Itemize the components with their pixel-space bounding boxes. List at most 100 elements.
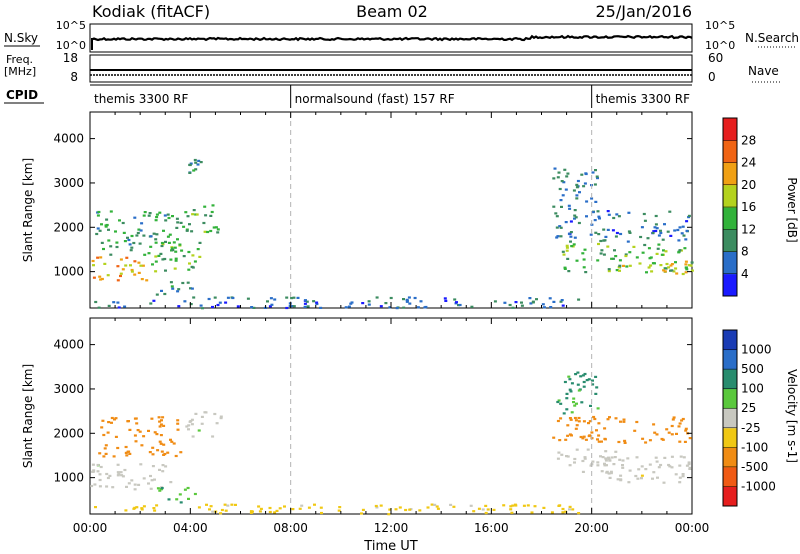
range-gate-cell [559, 300, 563, 303]
y-tick-label: 2000 [53, 426, 84, 440]
range-gate-cell [576, 179, 580, 183]
range-gate-cell [98, 275, 102, 278]
range-gate-cell [566, 172, 570, 175]
range-gate-cell [163, 292, 167, 296]
range-gate-cell [257, 505, 261, 508]
range-gate-cell [164, 240, 167, 243]
range-gate-cell [674, 261, 677, 264]
range-gate-cell [142, 214, 146, 217]
range-gate-cell [608, 459, 612, 462]
range-gate-cell [592, 415, 596, 419]
range-gate-cell [552, 436, 556, 439]
velocity-colorbar-step [723, 369, 737, 390]
velocity-ylabel: Slant Range [km] [21, 364, 35, 468]
range-gate-cell [306, 305, 310, 308]
range-gate-cell [444, 299, 448, 302]
range-gate-cell [530, 511, 534, 514]
power-colorbar-step [723, 207, 737, 230]
range-gate-cell [594, 392, 598, 395]
range-gate-cell [157, 416, 161, 419]
velocity-colorbar: Velocity [m s-1] -1000 -500 -100 -25 25 100 50… [722, 329, 799, 507]
range-gate-cell [599, 252, 603, 255]
range-gate-cell [561, 250, 565, 253]
range-gate-cell [647, 247, 651, 250]
range-gate-cell [554, 212, 558, 215]
range-gate-cell [196, 248, 200, 251]
range-gate-cell [604, 235, 608, 238]
range-gate-cell [176, 238, 179, 241]
range-gate-cell [637, 468, 641, 471]
power-colorbar: Power [dB] 4 8 12 16 20 24 28 [722, 117, 799, 297]
range-gate-cell [680, 419, 684, 422]
range-gate-cell [96, 463, 100, 467]
time-axis-title: Time UT [363, 539, 417, 554]
range-gate-cell [616, 478, 620, 481]
range-gate-cell [566, 424, 570, 427]
range-gate-cell [416, 306, 420, 309]
range-gate-cell [127, 482, 131, 485]
range-gate-cell [648, 257, 652, 260]
range-gate-cell [90, 484, 94, 488]
range-gate-cell [96, 214, 100, 217]
range-gate-cell [675, 432, 678, 435]
range-gate-cell [128, 452, 132, 455]
range-gate-cell [216, 231, 220, 234]
range-gate-cell [581, 437, 585, 440]
range-gate-cell [583, 248, 587, 251]
range-gate-cell [419, 300, 423, 303]
range-gate-cell [185, 228, 189, 231]
range-gate-cell [273, 298, 277, 301]
range-gate-cell [103, 447, 107, 450]
range-gate-cell [503, 301, 507, 304]
range-gate-cell [664, 250, 668, 253]
power-panel-frame [89, 111, 693, 309]
range-gate-cell [582, 258, 586, 261]
power-colorbar-label: Power [dB] [785, 177, 799, 242]
range-gate-cell [110, 416, 114, 420]
range-gate-cell [120, 474, 124, 477]
range-gate-cell [570, 411, 574, 414]
range-gate-cell [614, 450, 618, 453]
range-gate-cell [187, 268, 191, 271]
range-gate-cell [640, 465, 644, 468]
range-gate-cell [278, 507, 282, 510]
range-gate-cell [121, 221, 125, 225]
range-gate-cell [147, 482, 150, 485]
range-gate-cell [578, 191, 581, 194]
range-gate-cell [573, 416, 577, 420]
range-gate-cell [682, 234, 686, 237]
range-gate-cell [130, 270, 134, 273]
range-gate-cell [192, 296, 196, 299]
range-gate-cell [599, 239, 603, 243]
range-gate-cell [612, 463, 616, 466]
range-gate-cell [132, 241, 136, 245]
range-gate-cell [125, 454, 129, 457]
range-gate-cell [285, 296, 289, 299]
range-gate-cell [231, 296, 235, 300]
range-gate-cell [586, 448, 590, 451]
range-gate-cell [687, 264, 691, 267]
range-gate-cell [158, 489, 162, 492]
range-gate-cell [200, 422, 204, 425]
range-gate-cell [565, 392, 569, 395]
range-gate-cell [164, 465, 168, 468]
range-gate-cell [568, 508, 571, 511]
range-gate-cell [589, 404, 592, 407]
range-gate-cell [638, 262, 642, 265]
range-gate-cell [436, 507, 440, 510]
range-gate-cell [676, 228, 680, 232]
range-gate-cell [618, 269, 621, 272]
range-gate-cell [577, 298, 581, 301]
range-gate-cell [194, 412, 198, 415]
range-gate-cell [119, 272, 123, 275]
range-gate-cell [577, 512, 581, 515]
range-gate-cell [109, 253, 113, 256]
range-gate-cell [133, 483, 137, 486]
range-gate-cell [583, 182, 587, 185]
range-gate-cell [100, 223, 103, 226]
range-gate-cell [556, 457, 560, 460]
nsky-trace [91, 34, 693, 42]
y-tick-label: 4000 [53, 132, 84, 146]
range-gate-cell [313, 503, 316, 506]
range-gate-cell [619, 479, 623, 482]
